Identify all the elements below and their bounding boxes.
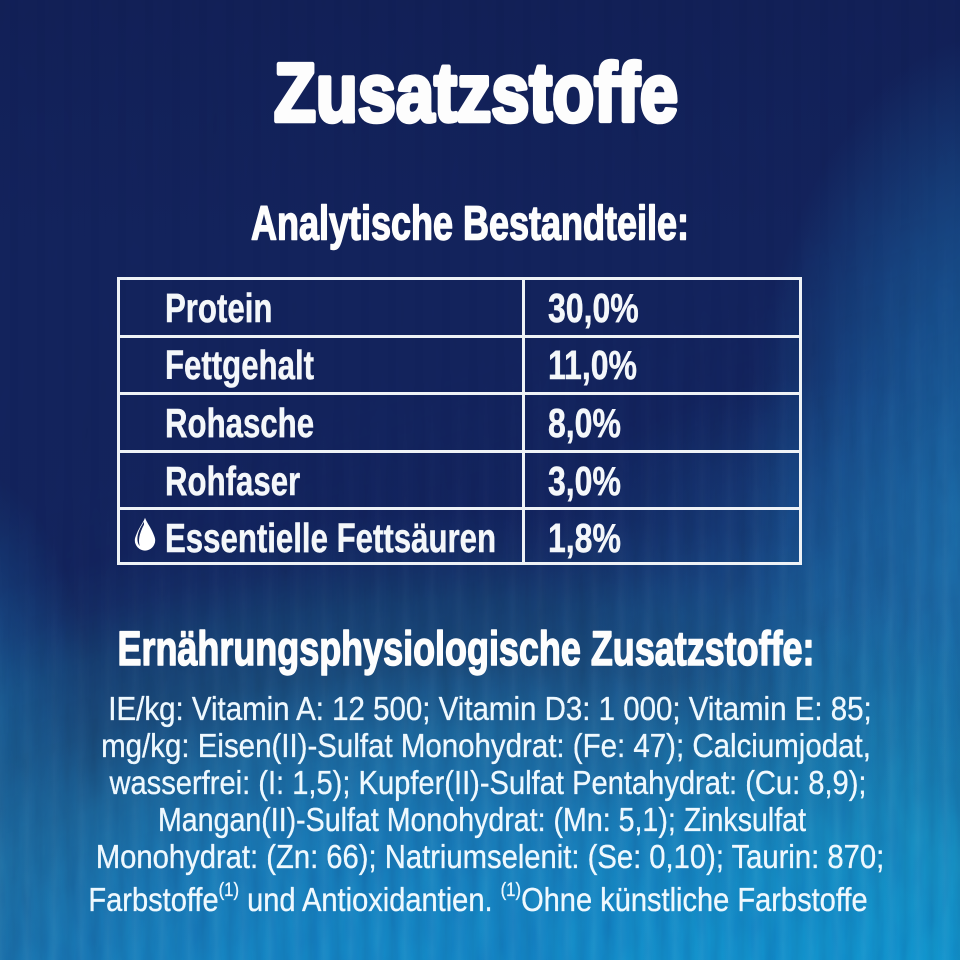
svg-text:Ernährungsphysiologische Zusat: Ernährungsphysiologische Zusatzstoffe: (118, 623, 815, 676)
svg-text:Zusatzstoffe: Zusatzstoffe (274, 46, 678, 139)
svg-text:Analytische Bestandteile:: Analytische Bestandteile: (251, 198, 689, 251)
